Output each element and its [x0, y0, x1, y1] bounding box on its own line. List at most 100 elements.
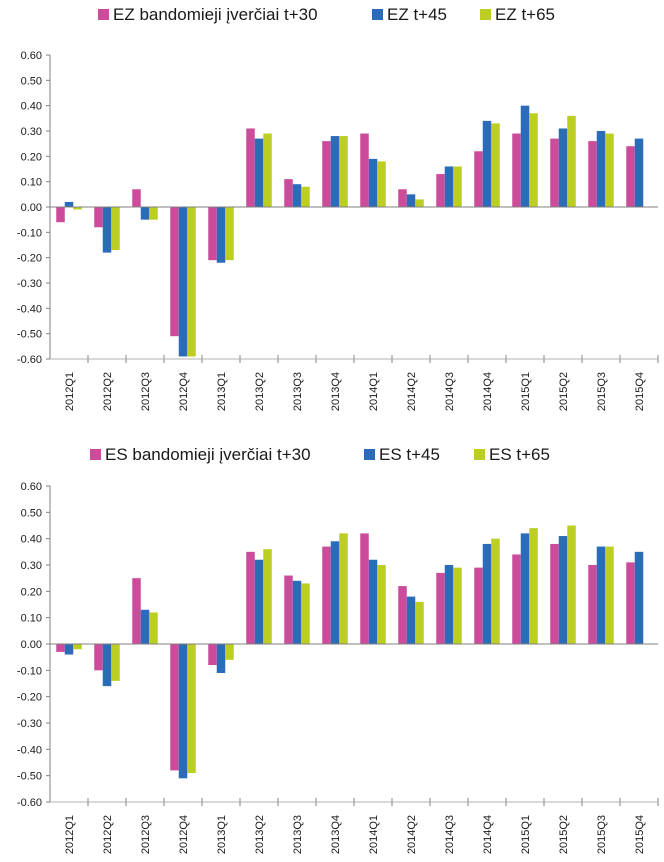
bar — [558, 128, 568, 207]
y-tick-label: 0.30 — [21, 560, 42, 572]
bar — [406, 194, 416, 207]
y-tick-label: -0.30 — [17, 718, 42, 730]
x-tick-label: 2013Q2 — [254, 372, 266, 411]
y-tick-label: 0.40 — [21, 101, 42, 113]
bar — [415, 199, 424, 207]
y-tick-label: 0.30 — [21, 126, 42, 138]
bar — [225, 207, 234, 261]
bar — [360, 133, 369, 207]
bar — [208, 644, 217, 666]
bar — [284, 575, 293, 644]
bar — [634, 138, 644, 207]
x-tick-label: 2012Q3 — [140, 372, 152, 411]
bar — [301, 583, 310, 644]
chart-legend-es: ES bandomieji įverčiai t+30 ES t+45 ES t… — [0, 440, 664, 470]
bar — [520, 533, 530, 644]
bar — [406, 596, 416, 644]
bar — [216, 644, 226, 673]
bar — [102, 644, 112, 687]
bar — [567, 525, 576, 644]
x-tick-label: 2014Q4 — [482, 372, 494, 411]
y-tick-label: -0.60 — [17, 797, 42, 809]
legend-swatch-blue — [372, 9, 383, 21]
bar — [254, 138, 264, 207]
bar — [330, 136, 340, 207]
x-tick-label: 2013Q1 — [216, 815, 228, 854]
bar — [550, 138, 559, 207]
x-tick-label: 2015Q3 — [596, 372, 608, 411]
bar — [132, 578, 141, 644]
x-tick-label: 2015Q2 — [558, 815, 570, 854]
x-tick-label: 2013Q2 — [254, 815, 266, 854]
bar — [398, 586, 407, 644]
x-tick-label: 2012Q4 — [178, 815, 190, 854]
legend-item-ez-t65: EZ t+65 — [480, 5, 555, 25]
bar — [170, 644, 179, 771]
bar — [482, 120, 492, 207]
x-tick-label: 2012Q4 — [178, 372, 190, 411]
bar — [368, 559, 378, 644]
legend-label: ES bandomieji įverčiai t+30 — [105, 445, 311, 464]
x-tick-label: 2014Q3 — [444, 815, 456, 854]
bar — [246, 551, 255, 644]
y-tick-label: -0.40 — [17, 303, 42, 315]
bar — [436, 174, 445, 207]
bar — [94, 207, 103, 228]
bar — [377, 565, 386, 644]
y-tick-label: 0.50 — [21, 75, 42, 87]
x-tick-label: 2015Q4 — [634, 372, 646, 411]
bar — [567, 115, 576, 207]
x-tick-label: 2013Q3 — [292, 372, 304, 411]
y-tick-label: 0.20 — [21, 586, 42, 598]
bar — [444, 166, 454, 207]
bar — [149, 612, 158, 644]
y-tick-label: -0.50 — [17, 771, 42, 783]
bar — [339, 533, 348, 644]
x-tick-label: 2015Q1 — [520, 815, 532, 854]
y-tick-label: -0.20 — [17, 253, 42, 265]
bar — [140, 207, 150, 220]
bar — [398, 189, 407, 207]
bar — [491, 538, 500, 644]
bar — [170, 207, 179, 337]
bar — [102, 207, 112, 253]
y-tick-label: 0.10 — [21, 613, 42, 625]
bar — [558, 536, 568, 644]
bar — [605, 133, 614, 207]
bar — [512, 133, 521, 207]
y-tick-label: 0.60 — [21, 481, 42, 493]
x-tick-label: 2014Q2 — [406, 372, 418, 411]
x-tick-label: 2012Q2 — [102, 815, 114, 854]
legend-label: EZ bandomieji įverčiai t+30 — [113, 5, 318, 24]
bar — [292, 580, 302, 644]
y-tick-label: 0.00 — [21, 639, 42, 651]
legend-item-es-t45: ES t+45 — [364, 445, 440, 465]
x-tick-label: 2015Q1 — [520, 372, 532, 411]
bar — [453, 166, 462, 207]
bar — [512, 554, 521, 644]
x-tick-label: 2012Q1 — [64, 815, 76, 854]
bar — [626, 562, 635, 644]
x-tick-label: 2013Q1 — [216, 372, 228, 411]
bar — [596, 131, 606, 207]
x-tick-label: 2013Q3 — [292, 815, 304, 854]
legend-swatch-pink — [90, 449, 101, 461]
y-tick-label: 0.40 — [21, 534, 42, 546]
bar — [56, 644, 65, 652]
legend-item-ez-t30: EZ bandomieji įverčiai t+30 — [98, 5, 318, 25]
bar — [377, 161, 386, 207]
bar — [474, 151, 483, 207]
bar — [453, 567, 462, 644]
y-tick-label: 0.60 — [21, 50, 42, 62]
bar — [529, 113, 538, 207]
bar — [263, 133, 272, 207]
bar — [415, 601, 424, 644]
x-tick-label: 2013Q4 — [330, 372, 342, 411]
x-tick-label: 2015Q4 — [634, 815, 646, 854]
bar — [330, 541, 340, 644]
y-tick-label: 0.50 — [21, 507, 42, 519]
bar — [73, 207, 82, 210]
bar — [178, 207, 188, 357]
legend-item-es-t30: ES bandomieji įverčiai t+30 — [90, 445, 311, 465]
